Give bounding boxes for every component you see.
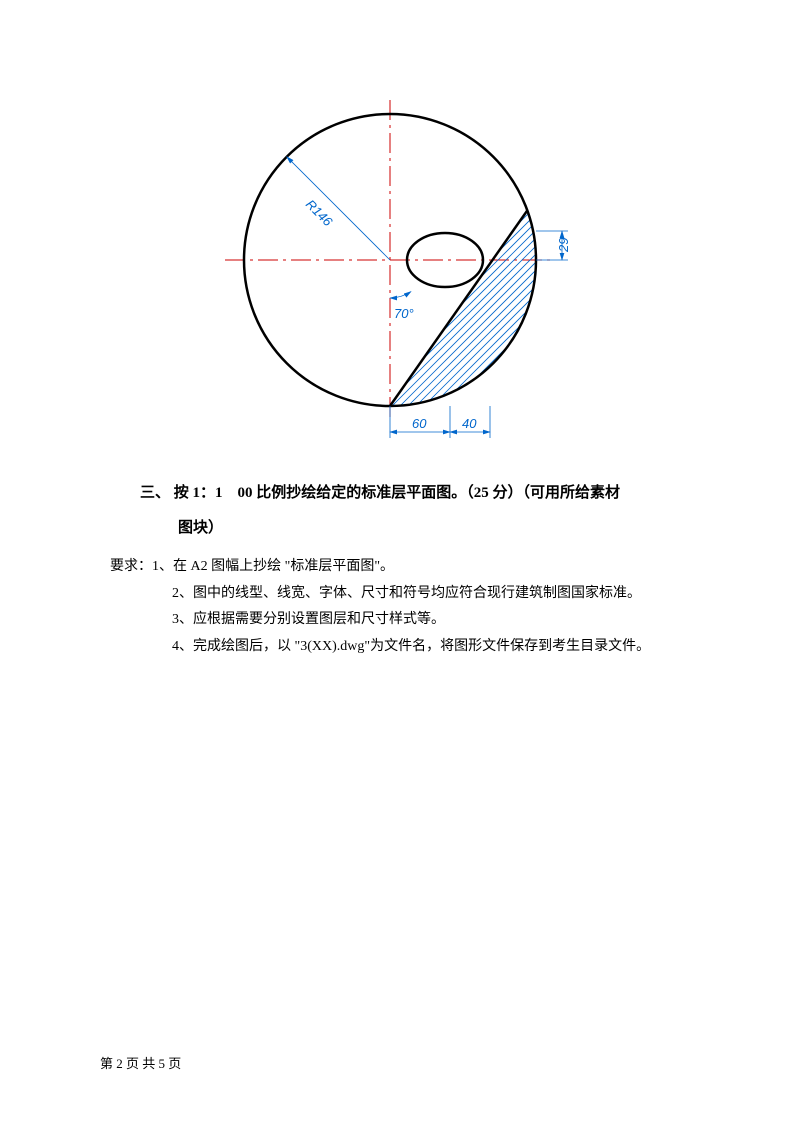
- page-footer: 第 2 页 共 5 页: [100, 1053, 181, 1072]
- angle-arc: [390, 292, 411, 298]
- section-heading: 三、 按 1：1 00 比例抄绘给定的标准层平面图。（25 分）（可用所给素材: [140, 480, 700, 507]
- req-item-2: 3、应根据需要分别设置图层和尺寸样式等。: [172, 607, 700, 634]
- diagram-svg: R146 70° 60 40 29: [190, 80, 610, 460]
- dim-29-label: 29: [556, 238, 571, 253]
- req-item-0: 1、在 A2 图幅上抄绘 "标准层平面图"。: [152, 559, 394, 574]
- section-title-1: 按 1：1 00 比例抄绘给定的标准层平面图。（25 分）（可用所给素材: [174, 485, 620, 501]
- section-heading-line2: 图块）: [178, 515, 700, 542]
- radius-leader: [287, 157, 390, 260]
- section-number: 三、: [140, 485, 170, 501]
- angle-label: 70°: [394, 306, 414, 321]
- req-item-3: 4、完成绘图后，以 "3(XX).dwg"为文件名，将图形文件保存到考生目录文件…: [172, 634, 700, 661]
- dim-60-label: 60: [412, 416, 427, 431]
- requirements-block: 要求：1、在 A2 图幅上抄绘 "标准层平面图"。: [110, 554, 700, 581]
- technical-diagram: R146 70° 60 40 29: [190, 80, 610, 460]
- hatch-region: [270, 200, 610, 440]
- req-item-1: 2、图中的线型、线宽、字体、尺寸和符号均应符合现行建筑制图国家标准。: [172, 581, 700, 608]
- requirements-prefix: 要求：: [110, 559, 152, 574]
- dim-40-label: 40: [462, 416, 477, 431]
